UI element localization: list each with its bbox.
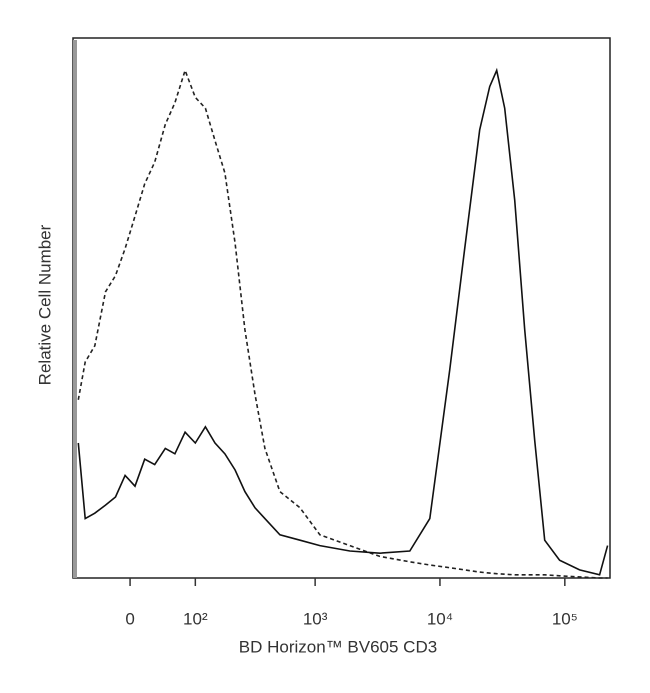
y-axis-label: Relative Cell Number — [35, 224, 54, 385]
x-tick-label: 10² — [183, 609, 208, 628]
x-tick-label: 10⁴ — [427, 609, 453, 628]
x-tick-label: 10⁵ — [552, 609, 578, 628]
plot-frame — [72, 37, 611, 579]
histogram-line — [77, 67, 609, 576]
x-axis-label: BD Horizon™ BV605 CD3 — [239, 637, 437, 656]
histogram-line — [77, 67, 608, 579]
x-tick-label: 0 — [125, 609, 134, 628]
x-tick-label: 10³ — [303, 609, 328, 628]
